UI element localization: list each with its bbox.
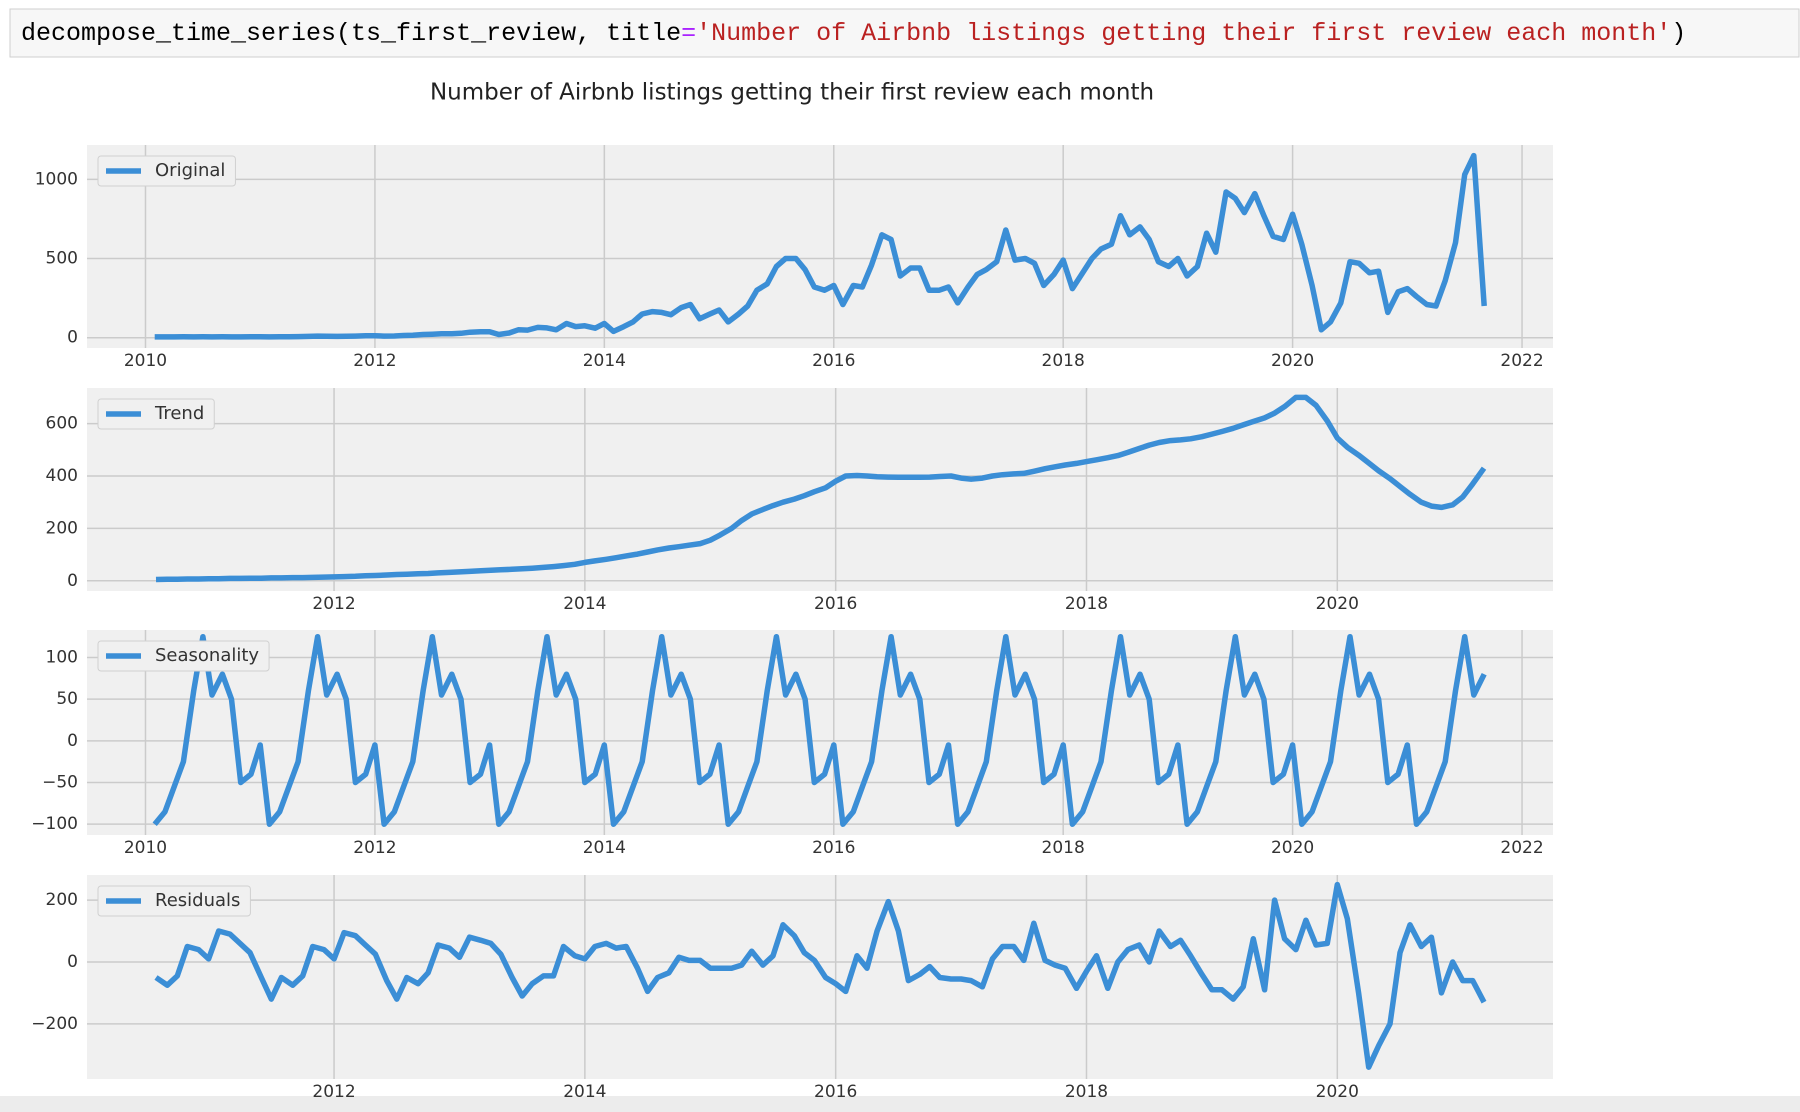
- y-tick-label: 0: [67, 952, 78, 972]
- legend: Original: [97, 155, 236, 187]
- y-tick-label: 600: [46, 414, 78, 434]
- y-tick-label: 100: [46, 648, 78, 668]
- legend-box: [97, 155, 236, 187]
- code-operator: =: [681, 19, 696, 48]
- x-tick-label: 2020: [1316, 1082, 1359, 1102]
- y-tick-label: −100: [31, 814, 78, 834]
- y-tick-label: −200: [31, 1014, 78, 1034]
- legend-box: [97, 640, 270, 672]
- series-line: [154, 881, 1487, 1070]
- legend-label: Seasonality: [155, 645, 259, 666]
- x-tick-label: 2020: [1271, 838, 1314, 858]
- y-tick-label: 400: [46, 466, 78, 486]
- x-tick-label: 2014: [563, 594, 606, 614]
- series-line: [155, 394, 1487, 583]
- code-close: ): [1671, 19, 1686, 48]
- x-tick-label: 2010: [124, 351, 167, 371]
- x-tick-label: 2012: [353, 838, 396, 858]
- figure-title: Number of Airbnb listings getting their …: [430, 80, 1154, 106]
- code-call: decompose_time_series(ts_first_review, t…: [21, 19, 681, 48]
- x-tick-label: 2018: [1042, 351, 1085, 371]
- y-tick-label: 0: [67, 731, 78, 751]
- plot-background: [87, 875, 1553, 1079]
- y-tick-label: 1000: [35, 169, 78, 189]
- x-tick-label: 2012: [312, 1082, 355, 1102]
- x-tick-label: 2012: [353, 351, 396, 371]
- x-tick-label: 2020: [1271, 351, 1314, 371]
- subplot: 0 500 1000 2010 2012 2014 2016 2018 2020 2022 Orig…: [35, 145, 1553, 371]
- x-tick-label: 2016: [812, 351, 855, 371]
- code-cell: [9, 8, 1800, 58]
- x-tick-label: 2016: [814, 594, 857, 614]
- y-tick-label: 50: [56, 689, 78, 709]
- legend-label: Residuals: [155, 890, 240, 911]
- x-tick-label: 2018: [1065, 1082, 1108, 1102]
- plot-background: [87, 630, 1553, 835]
- legend-box: [97, 398, 215, 430]
- subplot: −200 0 200 2012 2014 2016 2018 2020 Residuals: [31, 875, 1553, 1102]
- x-tick-label: 2012: [312, 594, 355, 614]
- x-tick-label: 2018: [1065, 594, 1108, 614]
- x-tick-label: 2022: [1500, 351, 1543, 371]
- x-tick-label: 2014: [563, 1082, 606, 1102]
- x-tick-label: 2016: [814, 1082, 857, 1102]
- x-tick-label: 2014: [583, 351, 626, 371]
- legend: Seasonality: [97, 640, 270, 672]
- y-tick-label: 0: [67, 571, 78, 591]
- x-tick-label: 2020: [1316, 594, 1359, 614]
- legend: Trend: [97, 398, 215, 430]
- legend-label: Original: [155, 160, 225, 181]
- x-tick-label: 2022: [1500, 838, 1543, 858]
- y-tick-label: 200: [46, 890, 78, 910]
- legend: Residuals: [97, 885, 251, 917]
- scroll-shadow: [0, 1096, 1800, 1112]
- y-tick-label: −50: [42, 773, 78, 793]
- code-string: 'Number of Airbnb listings getting their…: [696, 19, 1671, 48]
- x-tick-label: 2010: [124, 838, 167, 858]
- subplot: 0 200 400 600 2012 2014 2016 2018 2020 Trend: [46, 388, 1553, 614]
- series-line: [154, 152, 1487, 340]
- subplot: −100 −50 0 50 100 2010 2012 2014 2016 2018 2020 202…: [31, 630, 1553, 858]
- y-tick-label: 200: [46, 518, 78, 538]
- y-tick-label: 0: [67, 328, 78, 348]
- y-tick-label: 500: [46, 249, 78, 269]
- x-tick-label: 2018: [1042, 838, 1085, 858]
- legend-label: Trend: [154, 403, 204, 424]
- series-line: [152, 633, 1487, 827]
- x-tick-label: 2014: [583, 838, 626, 858]
- x-tick-label: 2016: [812, 838, 855, 858]
- code-line: decompose_time_series(ts_first_review, t…: [21, 19, 1686, 48]
- legend-box: [97, 885, 251, 917]
